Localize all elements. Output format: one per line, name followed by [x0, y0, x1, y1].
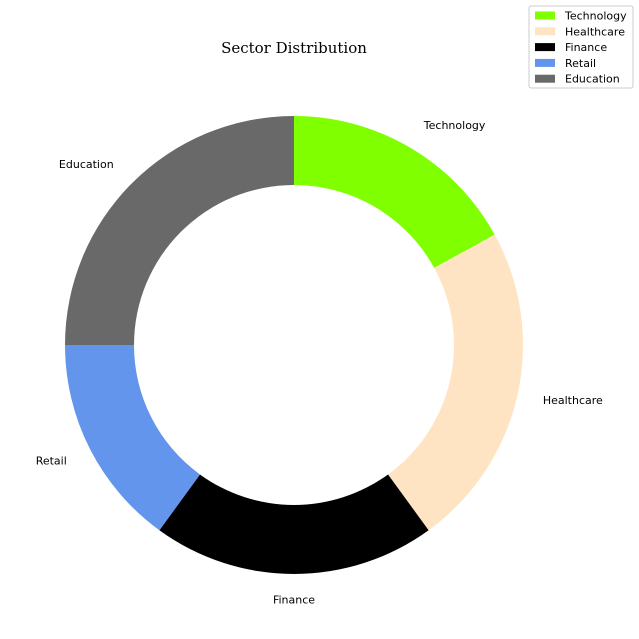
legend-swatch-retail: [535, 59, 555, 67]
legend-label-technology: Technology: [564, 10, 627, 23]
legend-swatch-education: [535, 75, 555, 83]
slice-technology: [294, 116, 495, 268]
legend-label-education: Education: [565, 73, 620, 86]
slice-label-healthcare: Healthcare: [543, 394, 603, 407]
legend-label-healthcare: Healthcare: [565, 25, 625, 38]
legend-label-retail: Retail: [565, 57, 596, 70]
legend: Technology Healthcare Finance Retail Educati…: [529, 6, 633, 88]
legend-label-finance: Finance: [565, 41, 607, 54]
slice-finance: [159, 474, 428, 574]
slice-healthcare: [388, 235, 523, 531]
slice-label-retail: Retail: [36, 454, 67, 467]
slice-label-finance: Finance: [273, 594, 315, 607]
slice-education: [65, 116, 294, 345]
slice-label-education: Education: [59, 158, 114, 171]
legend-swatch-technology: [535, 12, 555, 20]
legend-swatch-finance: [535, 43, 555, 51]
legend-swatch-healthcare: [535, 27, 555, 35]
chart-title: Sector Distribution: [221, 39, 367, 57]
donut-slices: [65, 116, 523, 574]
slice-label-technology: Technology: [423, 119, 486, 132]
